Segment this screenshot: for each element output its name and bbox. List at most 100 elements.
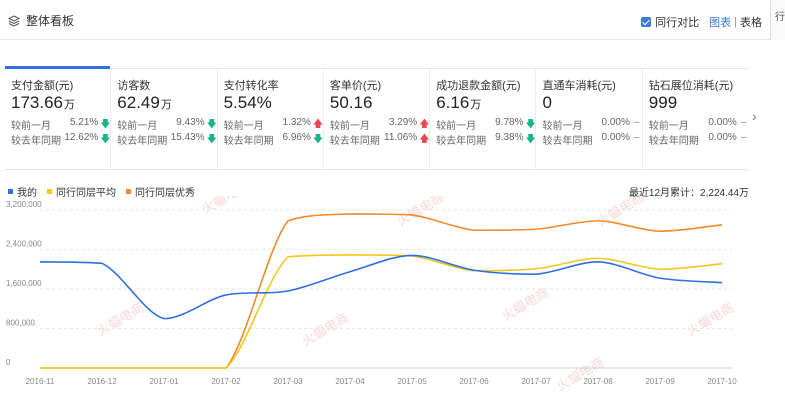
trend-line-chart: 火蝠电商火蝠电商火蝠电商火蝠电商火蝠电商火蝠电商火蝠电商火蝠电商0800,000…	[6, 196, 738, 394]
peer-compare-label[interactable]: 同行对比	[655, 17, 700, 29]
metric-value: 999	[649, 93, 749, 115]
legend-item[interactable]: 同行同层优秀	[126, 184, 195, 199]
metric-card[interactable]: 成功退款金额(元) 6.16万 较前一月 9.78% 🡇 较去年同期 9.38% 🡇	[430, 69, 537, 169]
legend-swatch	[8, 189, 13, 194]
metric-card[interactable]: 直通车消耗(元) 0 较前一月 0.00% – 较去年同期 0.00% –	[536, 69, 643, 169]
month-compare-label: 较前一月	[117, 121, 158, 132]
x-tick-label: 2017-09	[645, 377, 675, 386]
metric-number: 173.66	[11, 93, 63, 112]
x-tick-label: 2017-10	[707, 377, 737, 386]
metric-card[interactable]: 钻石展位消耗(元) 999 较前一月 0.00% – 较去年同期 0.00% –	[643, 69, 749, 169]
y-tick-label: 1,600,000	[6, 279, 42, 288]
x-tick-label: 2016-11	[26, 377, 55, 386]
metric-number: 50.16	[329, 93, 373, 112]
year-compare-label: 较去年同期	[329, 136, 380, 147]
year-compare-row: 较去年同期 0.00% –	[542, 132, 641, 147]
dash-icon: –	[741, 117, 747, 128]
legend-item[interactable]: 同行同层平均	[47, 184, 116, 199]
metric-card[interactable]: 支付金额(元) 173.66万较前一月 5.21% 🡇 较去年同期 12.62% 🡇	[5, 66, 112, 169]
metric-name: 直通车消耗(元)	[542, 80, 616, 92]
year-compare-row: 较去年同期 0.00% –	[648, 132, 749, 147]
x-tick-label: 2017-05	[397, 377, 427, 386]
total-summary: 最近12月累计：2,224.44万	[628, 188, 749, 199]
month-compare-row: 较前一月 1.32% 🡅	[223, 117, 324, 132]
watermark-text: 火蝠电商	[685, 300, 738, 339]
y-tick-label: 3,200,000	[6, 200, 42, 209]
x-tick-label: 2017-04	[335, 377, 365, 386]
year-compare-label: 较去年同期	[223, 136, 274, 147]
month-compare-value: 3.29%	[388, 117, 418, 128]
series-line-1[interactable]	[39, 254, 723, 369]
metric-value: 6.16万	[436, 93, 535, 115]
arrow-up-icon: 🡅	[312, 119, 324, 130]
year-compare-label: 较去年同期	[436, 136, 487, 147]
year-compare-label: 较去年同期	[648, 136, 699, 147]
legend-swatch	[47, 189, 52, 194]
metric-unit: 万	[64, 99, 75, 111]
panel-title-group: 整体看板	[8, 12, 74, 29]
year-compare-value: 0.00%	[708, 132, 737, 143]
panel-title: 整体看板	[26, 14, 75, 28]
year-compare-label: 较去年同期	[11, 136, 61, 147]
view-table-link[interactable]: 表格	[740, 17, 762, 29]
metric-name: 钻石展位消耗(元)	[648, 80, 734, 92]
watermark-text: 火蝠电商	[395, 196, 448, 229]
dash-icon: –	[634, 117, 640, 128]
arrow-down-icon: 🡇	[206, 119, 217, 130]
metric-value: 0	[542, 93, 641, 115]
metric-name: 支付金额(元)	[11, 80, 74, 92]
watermark-text: 火蝠电商	[95, 300, 148, 339]
month-compare-value: 5.21%	[69, 117, 99, 128]
year-compare-value: 12.62%	[64, 132, 99, 143]
year-compare-row: 较去年同期 6.96% 🡇	[223, 132, 324, 147]
legend-label: 同行同层优秀	[135, 188, 195, 199]
year-compare-label: 较去年同期	[542, 136, 593, 147]
dash-icon: –	[741, 132, 747, 143]
dash-icon: –	[634, 132, 640, 143]
metric-card[interactable]: 支付转化率 5.54% 较前一月 1.32% 🡅 较去年同期 6.96% 🡇	[218, 69, 324, 169]
month-compare-label: 较前一月	[11, 121, 51, 132]
year-compare-value: 11.06%	[384, 132, 418, 143]
month-compare-label: 较前一月	[223, 121, 264, 132]
metric-value: 5.54%	[224, 93, 323, 115]
series-line-2[interactable]	[39, 213, 723, 369]
x-tick-label: 2017-01	[149, 377, 179, 386]
view-chart-link[interactable]: 图表	[709, 17, 732, 29]
peer-compare-checkbox[interactable]	[641, 17, 652, 27]
panel-header: 整体看板 同行对比 图表 | 表格	[0, 0, 770, 40]
chart-legend: 我的 同行同层平均 同行同层优秀	[8, 184, 205, 199]
next-metrics-arrow[interactable]: ›	[752, 108, 757, 124]
year-compare-value: 15.43%	[170, 132, 205, 143]
month-compare-label: 较前一月	[436, 121, 477, 132]
year-compare-value: 0.00%	[601, 132, 630, 143]
metric-value: 50.16	[330, 93, 429, 115]
arrow-down-icon: 🡇	[525, 119, 536, 130]
metric-value: 62.49万	[117, 93, 216, 115]
month-compare-value: 0.00%	[708, 117, 737, 128]
watermark-text: 火蝠电商	[200, 196, 253, 217]
year-compare-row: 较去年同期 15.43% 🡇	[117, 132, 217, 147]
year-compare-row: 较去年同期 9.38% 🡇	[436, 132, 536, 147]
metric-cards: 支付金额(元) 173.66万 较前一月 5.21% 🡇 较去年同期 12.62% 🡇 访客数 6…	[5, 66, 749, 170]
month-compare-label: 较前一月	[648, 121, 689, 132]
metric-card[interactable]: 客单价(元) 50.16 较前一月 3.29% 🡅 较去年同期 11.06% 🡅	[324, 69, 431, 169]
year-compare-row: 较去年同期 12.62% 🡇	[11, 132, 111, 147]
metric-card[interactable]: 访客数 62.49万 较前一月 9.43% 🡇 较去年同期 15.43% 🡇	[111, 69, 218, 169]
metric-number: 5.54%	[223, 93, 272, 112]
year-compare-value: 9.38%	[495, 132, 524, 143]
legend-item[interactable]: 我的	[8, 184, 37, 199]
month-compare-row: 较前一月 5.21% 🡇	[11, 117, 111, 132]
series-line-0[interactable]	[39, 254, 723, 320]
x-tick-label: 2017-03	[273, 377, 303, 386]
arrow-down-icon: 🡇	[312, 134, 324, 145]
view-separator: |	[734, 16, 737, 28]
side-tab[interactable]: 行	[770, 0, 785, 40]
month-compare-value: 9.78%	[495, 117, 524, 128]
year-compare-label: 较去年同期	[117, 136, 168, 147]
month-compare-value: 0.00%	[601, 117, 630, 128]
month-compare-row: 较前一月 9.78% 🡇	[436, 117, 536, 132]
metric-unit: 万	[160, 99, 172, 111]
metric-number: 62.49	[117, 93, 160, 112]
metric-number: 999	[648, 93, 678, 112]
arrow-down-icon: 🡇	[100, 134, 111, 145]
